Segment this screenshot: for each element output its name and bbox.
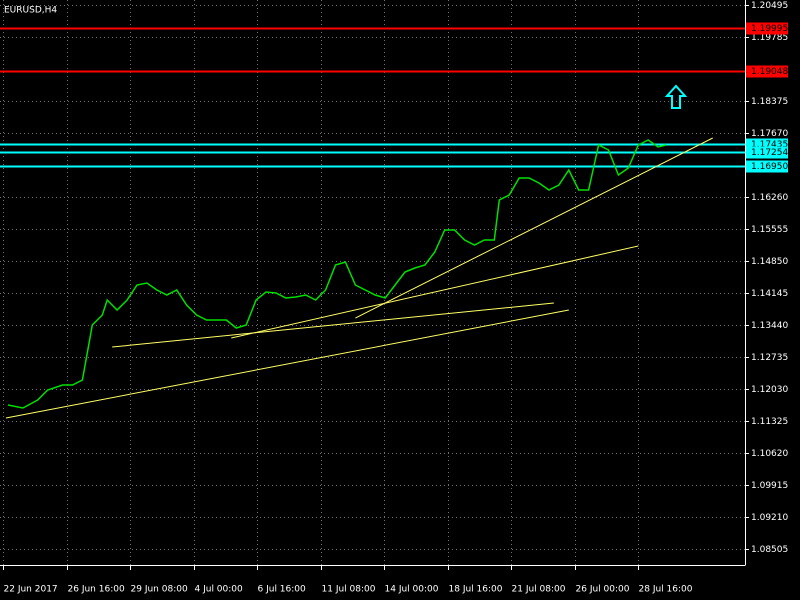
x-tick-label: 21 Jul 08:00 — [512, 585, 566, 595]
chart-title: EURUSD,H4 — [4, 6, 57, 16]
y-tick-label: 1.09915 — [751, 481, 788, 491]
trend-line — [5, 309, 569, 419]
y-tick-label: 1.18375 — [751, 97, 788, 107]
y-tick-label: 1.14850 — [751, 257, 788, 267]
x-tick-label: 28 Jul 16:00 — [639, 585, 693, 595]
y-tick-label: 1.08505 — [751, 545, 788, 555]
price-level-tag — [746, 65, 788, 78]
x-tick-label: 26 Jun 16:00 — [68, 585, 125, 595]
x-tick-label: 14 Jul 00:00 — [385, 585, 439, 595]
plot — [0, 27, 745, 419]
price-level-label: 1.17254 — [751, 148, 788, 158]
trend-line — [112, 302, 554, 348]
x-tick-label: 22 Jun 2017 — [4, 585, 58, 595]
y-tick-label: 1.16260 — [751, 193, 788, 203]
y-tick-label: 1.13440 — [751, 321, 788, 331]
price-level-tag — [746, 22, 788, 35]
y-tick-label: 1.20495 — [751, 1, 788, 11]
signal-arrow — [664, 84, 688, 110]
price-level-label: 1.16950 — [751, 162, 788, 172]
x-tick-label: 26 Jul 00:00 — [576, 585, 630, 595]
price-level-label: 1.17435 — [751, 140, 788, 150]
grid — [0, 0, 745, 565]
price-level-label: 1.19995 — [751, 24, 788, 34]
price-level-label: 1.19048 — [751, 67, 788, 77]
x-tick-label: 6 Jul 16:00 — [258, 585, 307, 595]
price-level-tag — [746, 146, 788, 159]
y-tick-label: 1.10620 — [751, 449, 788, 459]
y-tick-label: 1.12030 — [751, 385, 788, 395]
x-tick-label: 11 Jul 08:00 — [322, 585, 376, 595]
y-tick-label: 1.17670 — [751, 129, 788, 139]
y-tick-label: 1.14145 — [751, 289, 788, 299]
y-tick-label: 1.12735 — [751, 353, 788, 363]
y-tick-label: 1.09210 — [751, 513, 788, 523]
x-tick-label: 18 Jul 16:00 — [449, 585, 503, 595]
x-tick-label: 29 Jun 08:00 — [131, 585, 188, 595]
y-tick-label: 1.11325 — [751, 417, 788, 427]
y-tick-label: 1.19785 — [751, 33, 788, 43]
trend-line — [231, 245, 639, 339]
trend-line — [355, 137, 713, 319]
y-tick-label: 1.15555 — [751, 225, 788, 235]
x-tick-label: 4 Jul 00:00 — [195, 585, 244, 595]
price-level-tag — [746, 160, 788, 173]
price-line — [7, 139, 667, 409]
